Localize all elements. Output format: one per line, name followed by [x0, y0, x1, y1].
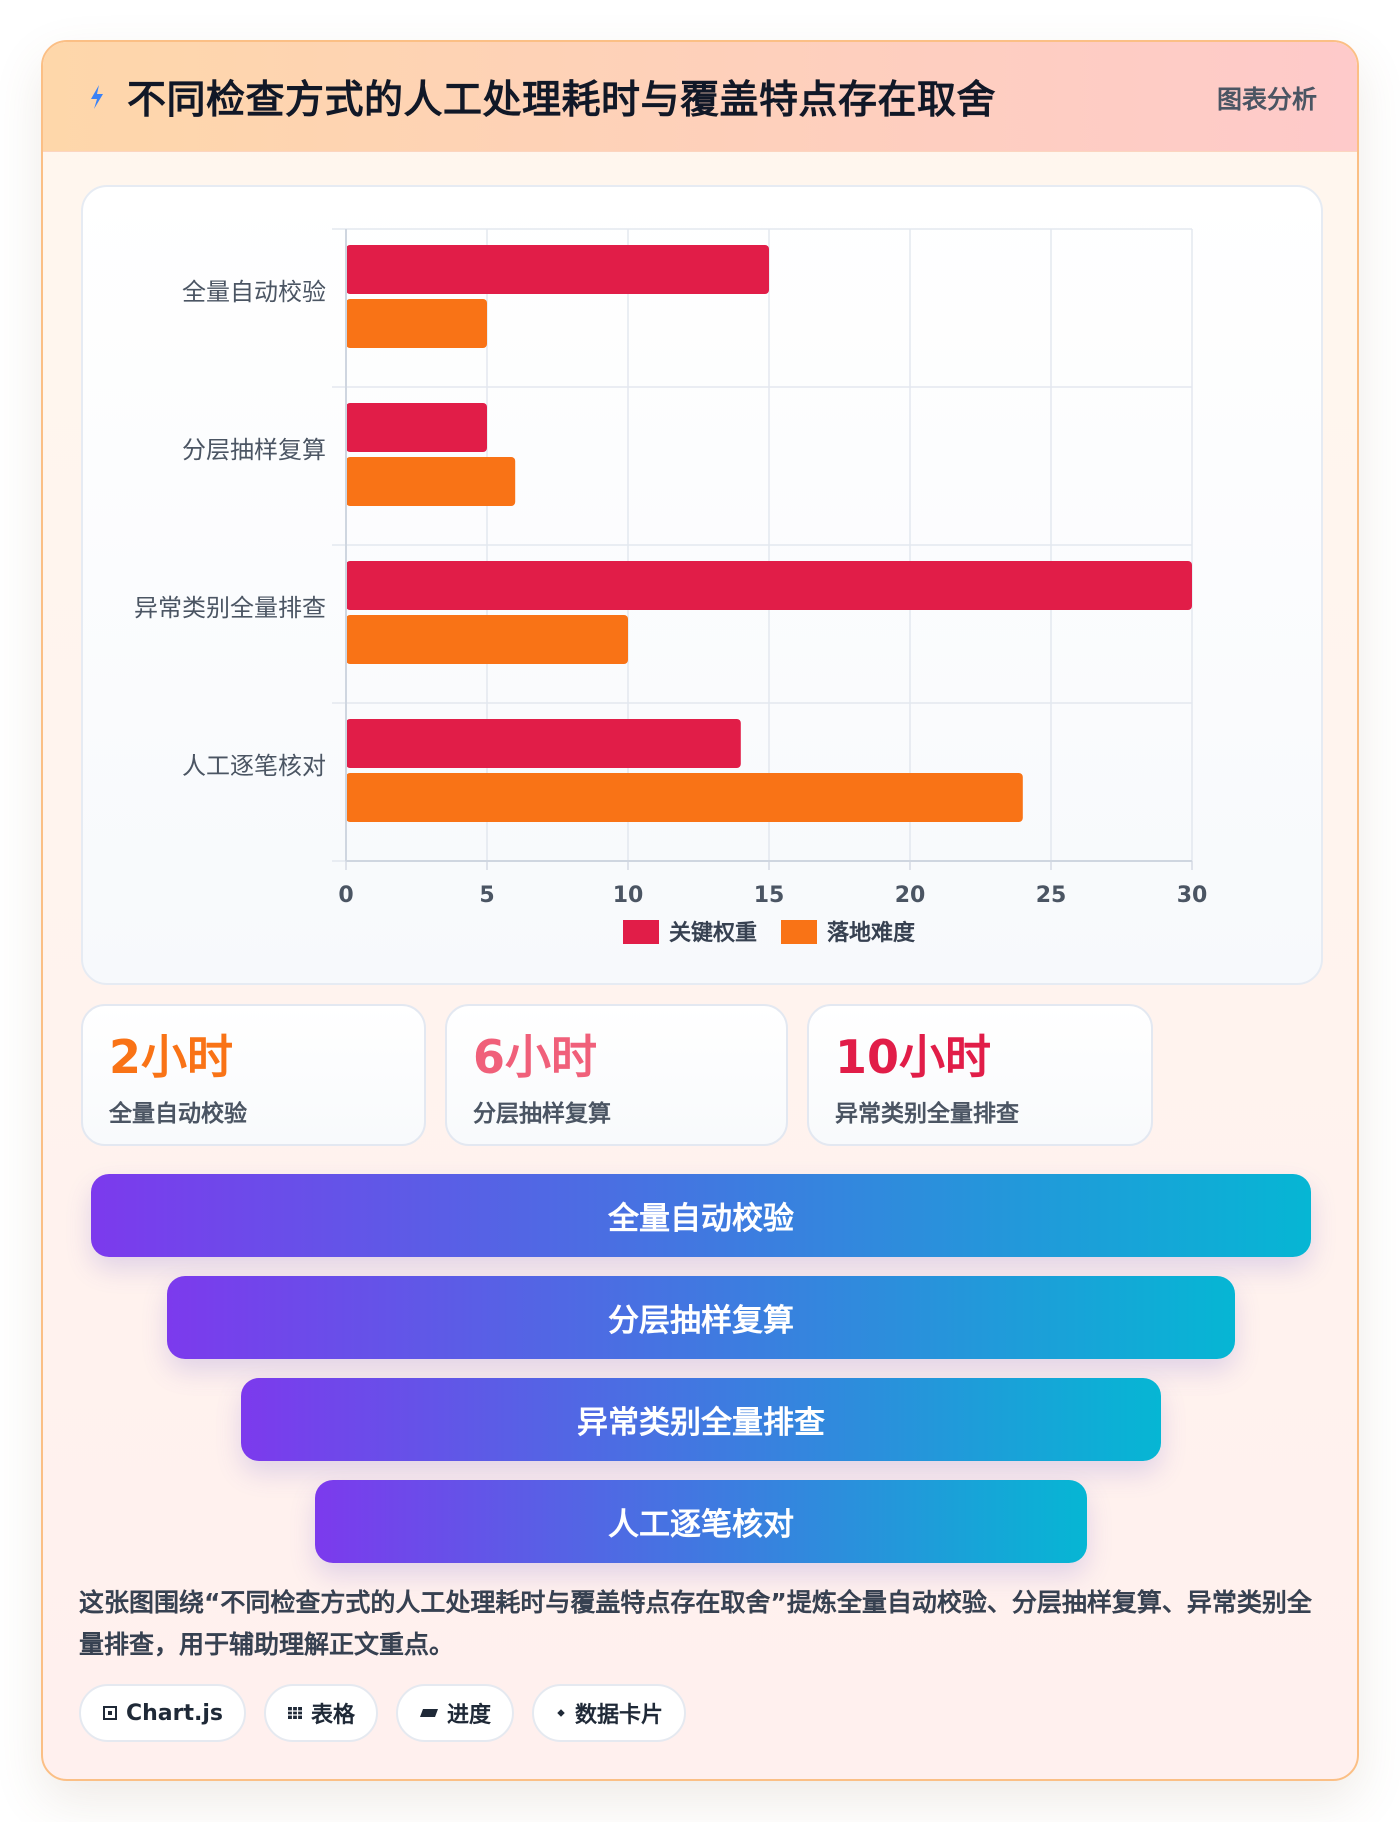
chip-label: Chart.js — [126, 1700, 224, 1726]
stat-value: 10小时 — [835, 1030, 992, 1084]
stat-value: 6小时 — [473, 1030, 598, 1084]
bar-weight-2[interactable] — [346, 561, 1192, 610]
x-tick-label: 30 — [1177, 883, 1208, 908]
tech-chips: Chart.js 表格 进度 数据卡片 — [79, 1684, 687, 1742]
progress-bar-icon — [420, 1709, 439, 1717]
chip-progress[interactable]: 进度 — [396, 1684, 515, 1742]
stat-label: 全量自动校验 — [109, 1101, 247, 1127]
x-tick-label: 15 — [754, 883, 785, 908]
diamond-icon — [557, 1709, 565, 1717]
y-category-label: 异常类别全量排查 — [134, 594, 326, 622]
chip-data-card[interactable]: 数据卡片 — [532, 1684, 687, 1742]
x-tick-label: 5 — [479, 883, 494, 908]
bar-weight-0[interactable] — [346, 245, 769, 294]
funnel-step-3: 异常类别全量排查 — [241, 1378, 1161, 1461]
stat-value: 2小时 — [109, 1030, 234, 1084]
chip-chartjs[interactable]: Chart.js — [79, 1684, 247, 1742]
y-category-label: 全量自动校验 — [182, 278, 326, 306]
card-header: 不同检查方式的人工处理耗时与覆盖特点存在取舍 图表分析 — [43, 42, 1357, 152]
lightning-icon — [91, 85, 103, 109]
y-category-label: 人工逐笔核对 — [182, 752, 326, 780]
chip-label: 表格 — [311, 1703, 356, 1728]
chip-square-icon — [103, 1706, 117, 1720]
stat-label: 分层抽样复算 — [473, 1101, 611, 1127]
chip-table[interactable]: 表格 — [264, 1684, 379, 1742]
chart-bars — [346, 245, 1192, 822]
legend-swatch[interactable] — [781, 920, 817, 944]
stat-card-3: 10小时 异常类别全量排查 — [807, 1004, 1153, 1146]
summary-text: 这张图围绕“不同检查方式的人工处理耗时与覆盖特点存在取舍”提炼全量自动校验、分层… — [79, 1588, 1312, 1659]
x-tick-label: 0 — [338, 883, 353, 908]
chart-panel: 0 5 10 15 20 25 30 全量自动校验 分层抽样复算异常类别全量排查人工逐笔核对 关… — [81, 185, 1323, 985]
stat-card-1: 2小时 全量自动校验 — [81, 1004, 426, 1146]
stat-label: 异常类别全量排查 — [835, 1101, 1019, 1127]
table-grid-icon — [288, 1707, 303, 1719]
chart-card: 不同检查方式的人工处理耗时与覆盖特点存在取舍 图表分析 0 5 10 15 20 25 30… — [41, 40, 1359, 1781]
x-tick-label: 25 — [1036, 883, 1067, 908]
funnel-step-2: 分层抽样复算 — [167, 1276, 1235, 1359]
chart-legend: 关键权重 落地难度 — [623, 920, 916, 946]
legend-label[interactable]: 关键权重 — [669, 920, 757, 946]
chip-label: 进度 — [447, 1703, 492, 1728]
bar-difficulty-0[interactable] — [346, 299, 487, 348]
chip-label: 数据卡片 — [575, 1703, 664, 1728]
chart-analysis-tag: 图表分析 — [1216, 85, 1317, 114]
funnel-step-1: 全量自动校验 — [91, 1174, 1311, 1257]
funnel-step-4: 人工逐笔核对 — [315, 1480, 1087, 1563]
bar-weight-3[interactable] — [346, 719, 741, 768]
page-title: 不同检查方式的人工处理耗时与覆盖特点存在取舍 — [127, 78, 997, 123]
x-tick-label: 10 — [613, 883, 644, 908]
stat-card-2: 6小时 分层抽样复算 — [445, 1004, 788, 1146]
legend-swatch[interactable] — [623, 920, 659, 944]
bar-weight-1[interactable] — [346, 403, 487, 452]
bar-difficulty-3[interactable] — [346, 773, 1023, 822]
bar-difficulty-2[interactable] — [346, 615, 628, 664]
bar-difficulty-1[interactable] — [346, 457, 516, 506]
legend-label[interactable]: 落地难度 — [827, 920, 916, 946]
y-category-label: 分层抽样复算 — [182, 436, 326, 464]
x-tick-label: 20 — [895, 883, 926, 908]
